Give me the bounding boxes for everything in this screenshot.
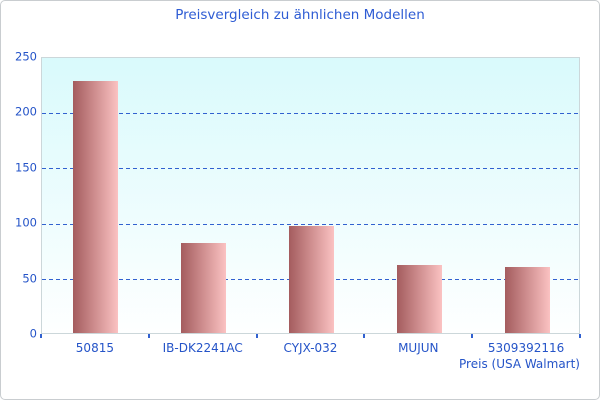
x-category-label: CYJX-032	[283, 341, 338, 355]
x-category-label: 50815	[75, 341, 114, 355]
gridline	[42, 168, 579, 170]
x-tick	[579, 334, 581, 338]
bar-5309392116	[504, 266, 550, 333]
x-tick	[147, 334, 150, 338]
y-tick-label: 150	[15, 160, 37, 175]
x-tick	[255, 334, 258, 338]
x-category-label: IB-DK2241AC	[162, 341, 243, 355]
x-tick	[363, 334, 366, 338]
gridline	[42, 112, 579, 114]
y-tick-label: 250	[15, 49, 37, 64]
bar-MUJUN	[396, 265, 442, 333]
y-tick-label: 100	[15, 215, 37, 230]
chart-title: Preisvergleich zu ähnlichen Modellen	[175, 7, 425, 23]
bar-CYJX-032	[289, 225, 334, 333]
bar-50815	[73, 81, 119, 333]
plot-area	[41, 57, 580, 334]
gridline	[42, 223, 579, 225]
x-axis-title: Preis (USA Walmart)	[459, 357, 580, 371]
x-category-label: 5309392116	[487, 341, 565, 355]
y-tick-label: 200	[15, 104, 37, 119]
x-category-label: MUJUN	[398, 341, 439, 355]
x-tick	[40, 334, 42, 338]
bar-IB-DK2241AC	[181, 243, 227, 333]
x-tick	[471, 334, 474, 338]
y-tick-label: 50	[22, 270, 37, 285]
y-tick-label: 0	[29, 326, 37, 341]
